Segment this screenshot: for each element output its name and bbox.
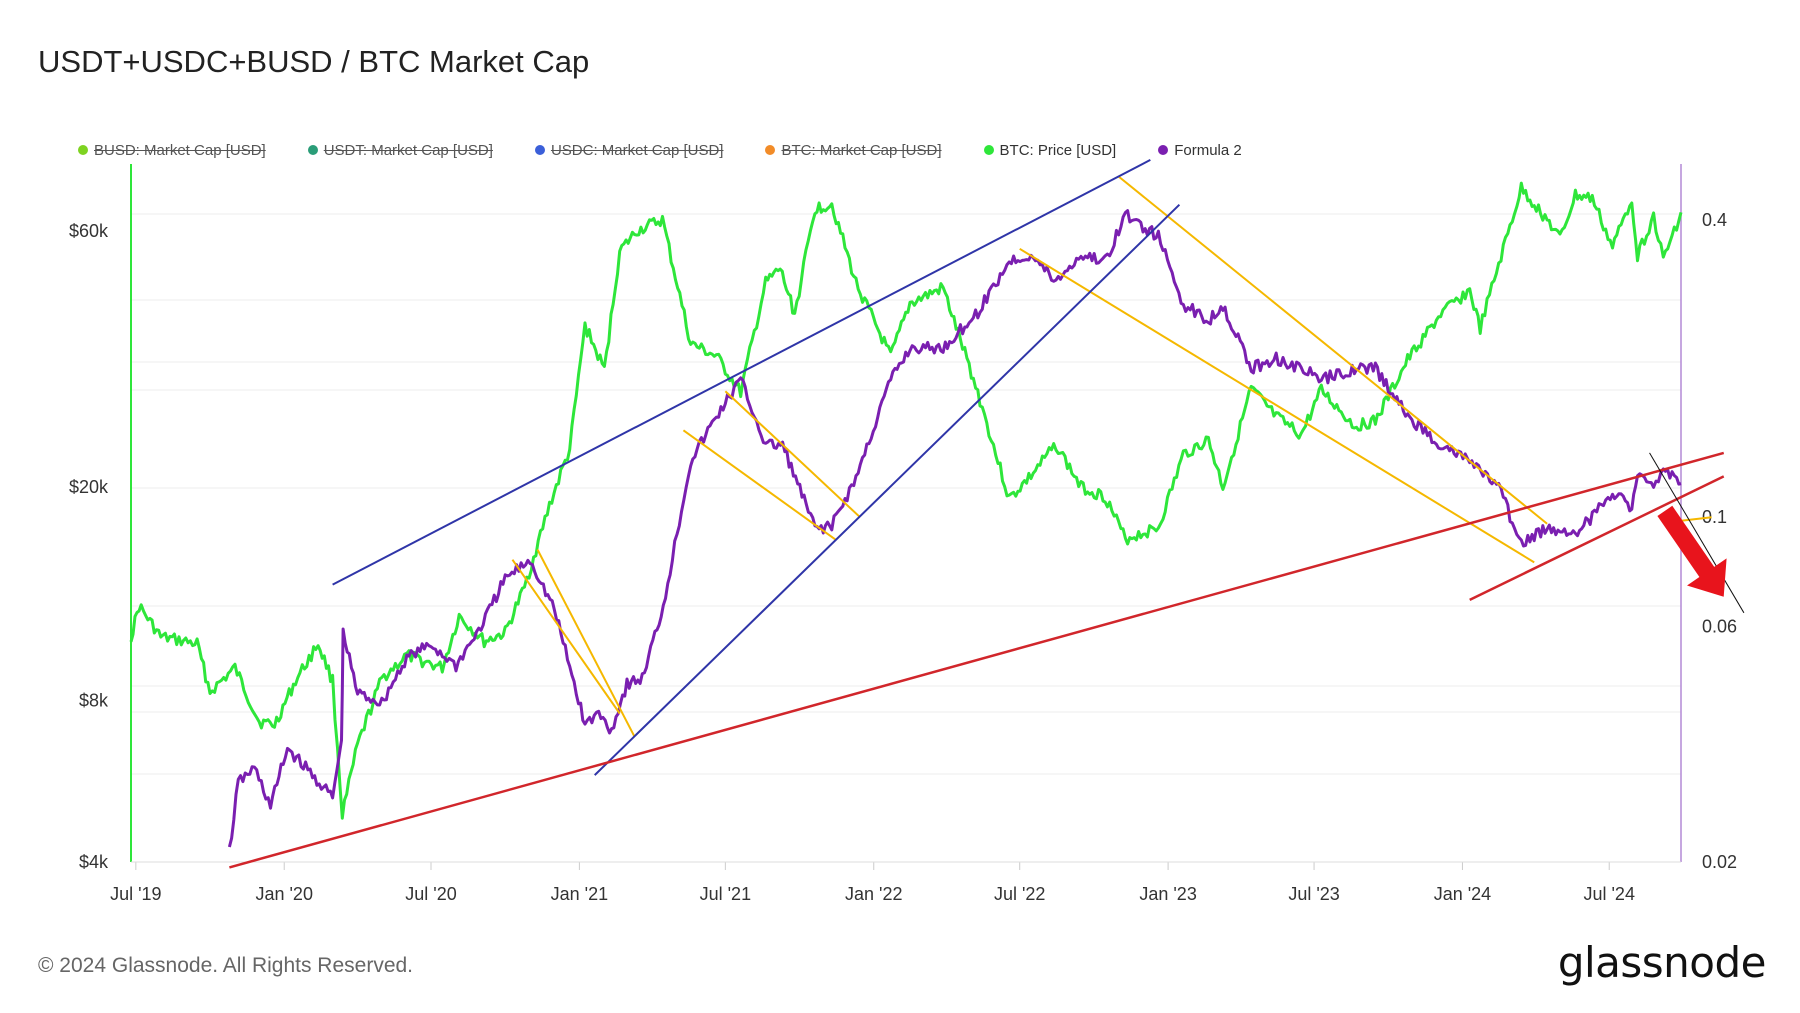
red-trend-line [1469, 475, 1725, 601]
legend: BUSD: Market Cap [USD] USDT: Market Cap [… [78, 140, 1284, 160]
legend-dot-icon [1158, 145, 1169, 155]
legend-item[interactable]: USDC: Market Cap [USD] [534, 141, 724, 159]
legend-label: USDT: Market Cap [USD] [323, 141, 493, 159]
legend-item[interactable]: Formula 2 [1158, 142, 1242, 159]
legend-item[interactable]: USDT: Market Cap [USD] [307, 141, 493, 159]
y-left-tick-label: $4k [79, 852, 109, 872]
axis-layer: Jul '19 Jan '20 Jul '20 Jan '21 Jul '21 Jan '… [69, 164, 1737, 904]
x-tick-label: Jan '22 [845, 884, 902, 904]
x-tick-label: Jan '24 [1434, 884, 1491, 904]
btc-price-line [129, 181, 1683, 820]
orange-channel-line [511, 559, 621, 715]
y-right-tick-label: 0.06 [1702, 617, 1737, 637]
y-left-tick-label: $20k [69, 477, 109, 497]
orange-channel-line [1019, 247, 1535, 564]
legend-label: BTC: Price [USD] [999, 141, 1117, 159]
legend-item[interactable]: BTC: Price [USD] [983, 141, 1117, 159]
legend-item[interactable]: BUSD: Market Cap [USD] [78, 142, 266, 159]
y-right-tick-label: 0.4 [1702, 210, 1727, 230]
legend-dot-icon [534, 145, 545, 155]
blue-trend-line [594, 203, 1181, 776]
annotation-layer [229, 159, 1745, 869]
orange-channel-line [536, 549, 636, 737]
legend-dot-icon [983, 145, 994, 155]
blue-trend-line [332, 159, 1151, 586]
y-left-tick-label: $60k [69, 221, 109, 241]
x-tick-label: Jan '20 [255, 884, 312, 904]
x-tick-label: Jul '20 [405, 884, 456, 904]
x-tick-label: Jul '22 [994, 884, 1045, 904]
copyright-footer: © 2024 Glassnode. All Rights Reserved. [38, 954, 414, 977]
x-tick-label: Jul '23 [1288, 884, 1339, 904]
orange-channel-line [1118, 175, 1548, 525]
x-tick-label: Jan '21 [551, 884, 608, 904]
legend-label: BTC: Market Cap [USD] [781, 141, 942, 159]
y-left-tick-label: $8k [79, 690, 109, 710]
y-right-tick-label: 0.02 [1702, 852, 1737, 872]
chart-title: USDT+USDC+BUSD / BTC Market Cap [38, 44, 590, 79]
glassnode-logo: glassnode [1557, 938, 1767, 987]
formula-2-line [227, 209, 1682, 848]
x-tick-label: Jan '23 [1139, 884, 1196, 904]
y-right-tick-label: 0.1 [1702, 507, 1727, 527]
legend-dot-icon [765, 145, 776, 155]
legend-label: BUSD: Market Cap [USD] [94, 141, 266, 159]
x-tick-label: Jul '19 [110, 884, 161, 904]
legend-dot-icon [307, 145, 318, 155]
legend-label: Formula 2 [1174, 141, 1242, 159]
x-tick-label: Jul '21 [700, 884, 751, 904]
legend-dot-icon [78, 145, 88, 155]
orange-channel-line [724, 390, 861, 518]
red-arrow-icon [1657, 505, 1727, 597]
series-layer [129, 181, 1683, 848]
red-trend-line [229, 451, 1725, 869]
black-trend-line [1649, 452, 1745, 614]
legend-label: USDC: Market Cap [USD] [550, 141, 724, 159]
orange-channel-line [682, 429, 837, 541]
legend-item[interactable]: BTC: Market Cap [USD] [765, 141, 942, 159]
x-tick-label: Jul '24 [1583, 884, 1634, 904]
